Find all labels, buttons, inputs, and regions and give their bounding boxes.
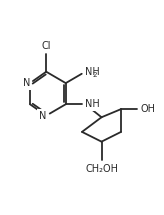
Text: N: N — [39, 111, 46, 121]
Text: NH: NH — [85, 99, 100, 109]
Text: NH: NH — [85, 67, 100, 77]
Text: Cl: Cl — [41, 41, 51, 51]
Text: CH₂OH: CH₂OH — [85, 164, 118, 174]
Text: N: N — [23, 78, 30, 88]
Text: OH: OH — [141, 104, 155, 114]
Text: 2: 2 — [92, 72, 97, 78]
